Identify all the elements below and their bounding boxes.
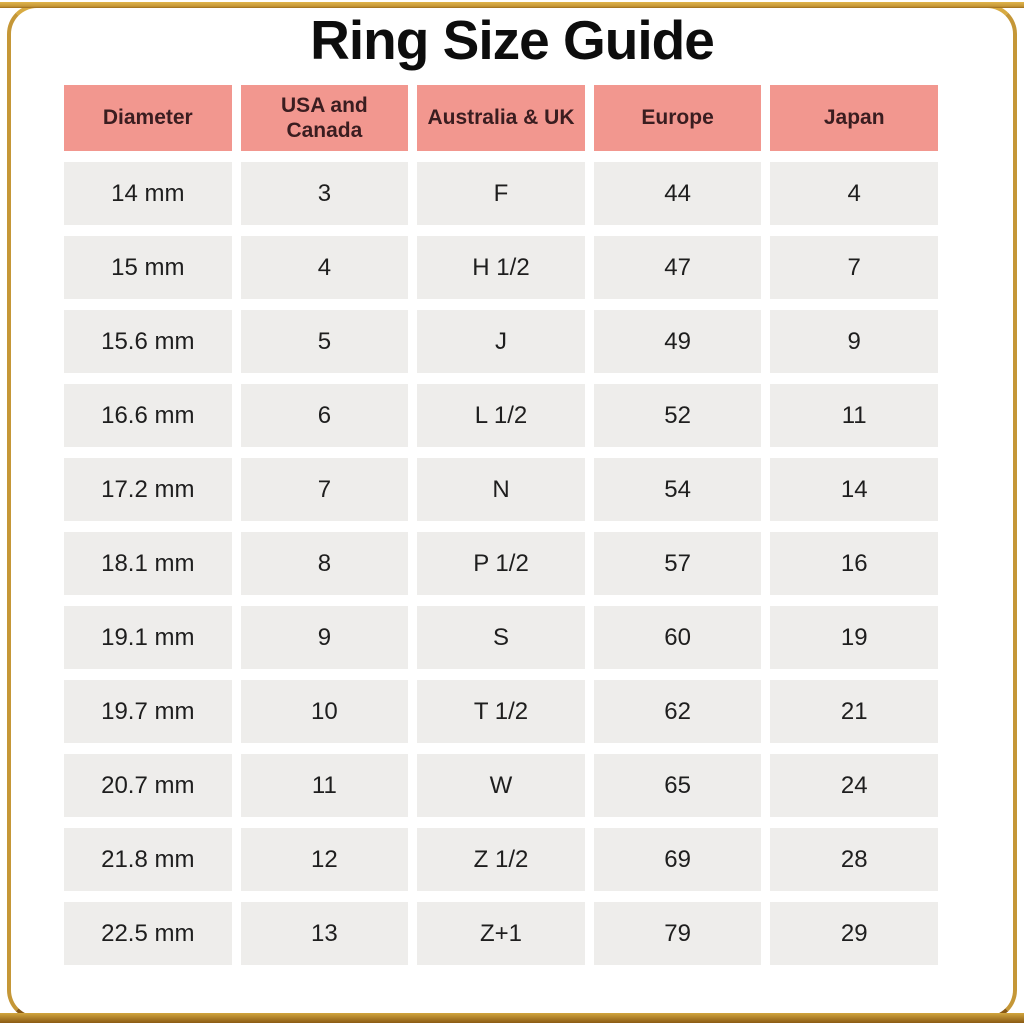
table-cell: 21 xyxy=(770,680,938,743)
table-cell: T 1/2 xyxy=(417,680,585,743)
table-cell: 49 xyxy=(593,310,762,373)
table-cell: 69 xyxy=(593,828,762,891)
column-header: Australia & UK xyxy=(417,85,585,151)
table-cell: 21.8 mm xyxy=(64,828,232,891)
table-cell: Z 1/2 xyxy=(417,828,585,891)
table-cell: H 1/2 xyxy=(417,236,585,299)
table-cell: 17.2 mm xyxy=(64,458,232,521)
table-cell: 20.7 mm xyxy=(64,754,232,817)
table-cell: 19.7 mm xyxy=(64,680,232,743)
table-cell: W xyxy=(417,754,585,817)
table-cell: 24 xyxy=(770,754,938,817)
table-cell: 7 xyxy=(770,236,938,299)
column-header: Japan xyxy=(770,85,938,151)
table-cell: 19.1 mm xyxy=(64,606,232,669)
table-cell: 9 xyxy=(240,606,409,669)
table-cell: S xyxy=(417,606,585,669)
table-cell: N xyxy=(417,458,585,521)
table-cell: 11 xyxy=(240,754,409,817)
ring-size-table: Diameter USA and Canada Australia & UK Euro… xyxy=(64,85,938,965)
table-cell: 16.6 mm xyxy=(64,384,232,447)
table-cell: 47 xyxy=(593,236,762,299)
table-cell: 18.1 mm xyxy=(64,532,232,595)
table-cell: 29 xyxy=(770,902,938,965)
table-cell: 52 xyxy=(593,384,762,447)
table-cell: 16 xyxy=(770,532,938,595)
table-cell: 22.5 mm xyxy=(64,902,232,965)
table-cell: L 1/2 xyxy=(417,384,585,447)
table-cell: Z+1 xyxy=(417,902,585,965)
table-cell: 62 xyxy=(593,680,762,743)
table-cell: 79 xyxy=(593,902,762,965)
table-cell: 8 xyxy=(240,532,409,595)
table-cell: 3 xyxy=(240,162,409,225)
column-header: Diameter xyxy=(64,85,232,151)
page-title: Ring Size Guide xyxy=(310,9,715,71)
table-cell: 13 xyxy=(240,902,409,965)
table-cell: 15.6 mm xyxy=(64,310,232,373)
table-cell: 28 xyxy=(770,828,938,891)
table-cell: 11 xyxy=(770,384,938,447)
column-header: Europe xyxy=(593,85,762,151)
column-header: USA and Canada xyxy=(240,85,409,151)
table-cell: 6 xyxy=(240,384,409,447)
table-cell: 19 xyxy=(770,606,938,669)
table-cell: 12 xyxy=(240,828,409,891)
table-cell: 57 xyxy=(593,532,762,595)
table-cell: 4 xyxy=(240,236,409,299)
gold-frame-bottom-band xyxy=(0,1013,1024,1023)
table-cell: P 1/2 xyxy=(417,532,585,595)
table-cell: 4 xyxy=(770,162,938,225)
table-cell: 14 xyxy=(770,458,938,521)
table-cell: 15 mm xyxy=(64,236,232,299)
table-cell: 54 xyxy=(593,458,762,521)
table-cell: 60 xyxy=(593,606,762,669)
table-cell: J xyxy=(417,310,585,373)
table-cell: F xyxy=(417,162,585,225)
table-cell: 5 xyxy=(240,310,409,373)
table-cell: 14 mm xyxy=(64,162,232,225)
table-cell: 44 xyxy=(593,162,762,225)
table-cell: 7 xyxy=(240,458,409,521)
table-cell: 9 xyxy=(770,310,938,373)
table-cell: 65 xyxy=(593,754,762,817)
table-cell: 10 xyxy=(240,680,409,743)
